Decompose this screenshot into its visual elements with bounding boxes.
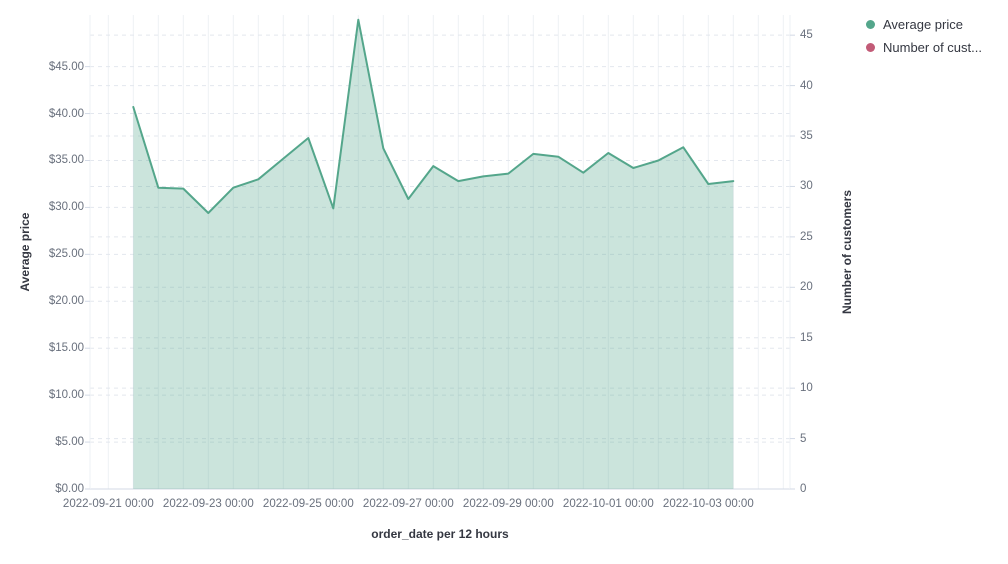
- y-left-tick-label: $10.00: [48, 389, 84, 402]
- y-right-tick-label: 30: [800, 180, 813, 193]
- legend-label: Number of cust...: [883, 40, 982, 55]
- y-right-tick-label: 5: [800, 432, 807, 445]
- x-tick-label: 2022-09-21 00:00: [62, 498, 154, 510]
- legend: Average price Number of cust...: [866, 16, 982, 56]
- legend-item-number-of-customers[interactable]: Number of cust...: [866, 39, 982, 56]
- y-left-tick-label: $35.00: [48, 154, 84, 167]
- x-axis-title: order_date per 12 hours: [371, 527, 509, 541]
- x-tick-label: 2022-10-01 00:00: [562, 498, 654, 510]
- legend-item-average-price[interactable]: Average price: [866, 16, 982, 33]
- x-tick-label: 2022-09-23 00:00: [162, 498, 254, 510]
- y-right-tick-label: 10: [800, 382, 813, 395]
- y-left-tick-label: $30.00: [48, 201, 84, 214]
- y-left-tick-label: $0.00: [55, 483, 84, 495]
- x-tick-label: 2022-09-27 00:00: [362, 498, 454, 510]
- series-line-average-price: [132, 18, 735, 214]
- y-left-tick-label: $40.00: [48, 107, 84, 120]
- y-left-tick-label: $20.00: [48, 295, 84, 308]
- x-tick-label: 2022-09-25 00:00: [262, 498, 354, 510]
- area-fill-average-price: [133, 19, 734, 489]
- y-axis-right-title: Number of customers: [840, 189, 854, 315]
- y-left-tick-label: $25.00: [48, 248, 84, 261]
- y-left-tick-label: $15.00: [48, 342, 84, 355]
- y-right-tick-label: 25: [800, 230, 813, 243]
- legend-label: Average price: [883, 17, 963, 32]
- y-right-tick-label: 45: [800, 29, 813, 42]
- y-left-tick-label: $5.00: [55, 436, 84, 449]
- y-right-tick-label: 0: [800, 483, 807, 495]
- series-dot-icon: [866, 43, 875, 52]
- y-right-tick-label: 35: [800, 130, 813, 143]
- x-tick-label: 2022-10-03 00:00: [662, 498, 754, 510]
- y-right-tick-label: 40: [800, 79, 813, 92]
- y-right-tick-label: 15: [800, 331, 813, 344]
- x-tick-label: 2022-09-29 00:00: [462, 498, 554, 510]
- y-left-tick-label: $45.00: [48, 60, 84, 73]
- y-axis-left-title: Average price: [18, 212, 32, 292]
- series-dot-icon: [866, 20, 875, 29]
- y-right-tick-label: 20: [800, 281, 813, 294]
